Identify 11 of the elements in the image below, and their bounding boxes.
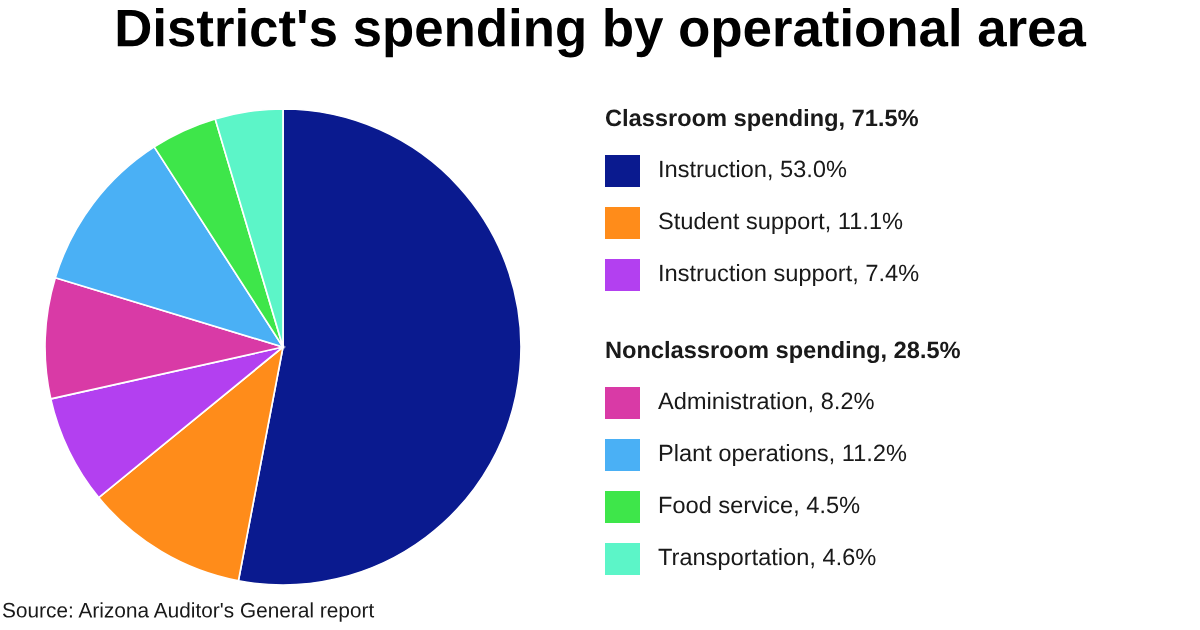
legend-label: Administration, 8.2%	[658, 391, 874, 413]
text: Classroom spending, 71.5%	[605, 108, 918, 132]
chart-title: District's spending by operational area	[117, 8, 1087, 58]
legend-label: Food service, 4.5%	[659, 495, 860, 517]
source-note: Source: Arizona Auditor's General report	[2, 602, 375, 622]
legend-label: Student support, 11.1%	[659, 212, 903, 234]
legend-label: Instruction support, 7.4%	[660, 263, 919, 286]
text: Nonclassroom spending, 28.5%	[606, 340, 960, 364]
legend-label: Instruction, 53.0%	[660, 159, 847, 181]
legend-label: Transportation, 4.6%	[658, 547, 876, 571]
legend-label: Plant operations, 11.2%	[659, 443, 907, 466]
